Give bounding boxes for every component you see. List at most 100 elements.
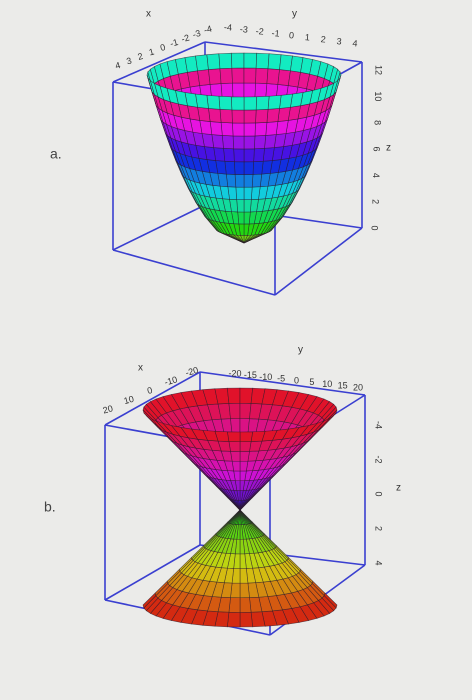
surface-patch (265, 121, 279, 136)
surface-patch (266, 68, 280, 85)
surface-patch (232, 122, 245, 137)
tick-label: 1 (304, 32, 310, 42)
surface-patch (197, 69, 211, 86)
surface-patch (254, 122, 268, 137)
tick-label: 2 (374, 526, 384, 531)
tick-label: 4 (352, 38, 358, 48)
tick-label: 2 (370, 199, 380, 204)
tick-label: -15 (244, 370, 257, 380)
tick-label: 1 (148, 46, 155, 57)
tick-label: -4 (203, 24, 213, 36)
surface-patch (239, 582, 250, 599)
tick-label: 0 (159, 42, 166, 53)
tick-label: 12 (374, 65, 384, 75)
surface-patch (279, 93, 293, 109)
tick-label: -3 (240, 24, 249, 35)
tick-label: 15 (338, 381, 348, 391)
tick-label: 0 (374, 491, 384, 496)
tick-label: -3 (191, 28, 201, 40)
surface-patch (266, 108, 280, 123)
surface-patch (262, 147, 275, 162)
tick-label: 6 (372, 146, 382, 151)
tick-label: 3 (125, 55, 132, 66)
surface-patch (234, 174, 245, 188)
axis-label: y (298, 345, 303, 356)
surface-patch (277, 106, 291, 122)
tick-label: 8 (372, 120, 382, 125)
surface-patch (227, 611, 241, 628)
tick-label: -2 (180, 33, 190, 45)
surface-patch (255, 95, 270, 111)
tick-label: 4 (371, 173, 381, 178)
tick-label: 10 (123, 394, 135, 406)
surface-patch (255, 52, 270, 69)
surface-patch (243, 211, 251, 225)
surface-patch (228, 402, 241, 419)
surface-patch (239, 431, 254, 443)
tick-label: 2 (320, 34, 326, 44)
tick-label: 2 (137, 51, 144, 62)
surface-patch (227, 509, 241, 523)
surface-patch (239, 441, 252, 452)
tick-label: 5 (309, 377, 314, 387)
tick-label: 10 (373, 91, 383, 101)
axis-label: x (138, 363, 143, 374)
surface-patch (243, 82, 256, 99)
surface-patch (219, 67, 233, 84)
tick-label: 0 (146, 385, 153, 396)
surface-patch (232, 135, 245, 150)
surface-patch (221, 135, 234, 150)
axis-label: y (292, 9, 297, 20)
axis-label: x (146, 9, 151, 20)
surface-patch (253, 148, 265, 162)
surface-patch (252, 160, 264, 175)
surface-patch (239, 611, 253, 628)
surface-patch (218, 52, 233, 69)
surface-patch (231, 109, 245, 124)
surface-patch (243, 96, 257, 111)
surface-patch (234, 161, 245, 175)
tick-label: -20 (228, 368, 241, 378)
surface-patch (195, 54, 209, 72)
surface-patch (230, 418, 241, 435)
surface-patch (232, 82, 245, 99)
surface-patch (239, 402, 252, 419)
surface-patch (233, 148, 245, 163)
tick-label: 10 (322, 379, 332, 389)
surface-patch (220, 122, 234, 137)
surface-patch (243, 148, 255, 163)
surface-patch (206, 53, 221, 70)
surface-patch (267, 53, 282, 70)
surface-patch (264, 134, 277, 149)
tick-label: 4 (114, 60, 121, 71)
tick-label: -1 (169, 37, 179, 49)
tick-label: -5 (277, 374, 285, 384)
surface-patch (250, 186, 261, 200)
surfaces (142, 52, 342, 628)
surface-patch (243, 161, 254, 175)
surface-patch (218, 95, 233, 111)
surface-patch (261, 160, 273, 175)
tick-label: -4 (224, 22, 233, 33)
surface-patch (267, 94, 282, 110)
surface-patch (208, 68, 222, 85)
tick-label: 20 (102, 403, 114, 415)
tick-label: 4 (374, 560, 384, 565)
surface-patch (254, 135, 267, 150)
surface-patch (223, 148, 235, 162)
surface-patch (243, 199, 252, 213)
figure-label: b. (44, 499, 56, 515)
surface-patch (231, 52, 245, 69)
figure-label: a. (50, 146, 62, 162)
surface-patch (243, 52, 257, 69)
surface-patch (239, 460, 249, 472)
surface-patch (251, 173, 263, 188)
surface-patch (231, 96, 245, 111)
tick-label: 0 (294, 375, 299, 385)
tick-label: 3 (336, 36, 342, 46)
tick-label: 0 (370, 225, 380, 230)
surface-patch (243, 186, 253, 201)
axis-label: z (386, 143, 391, 154)
surface-patch (255, 67, 269, 84)
